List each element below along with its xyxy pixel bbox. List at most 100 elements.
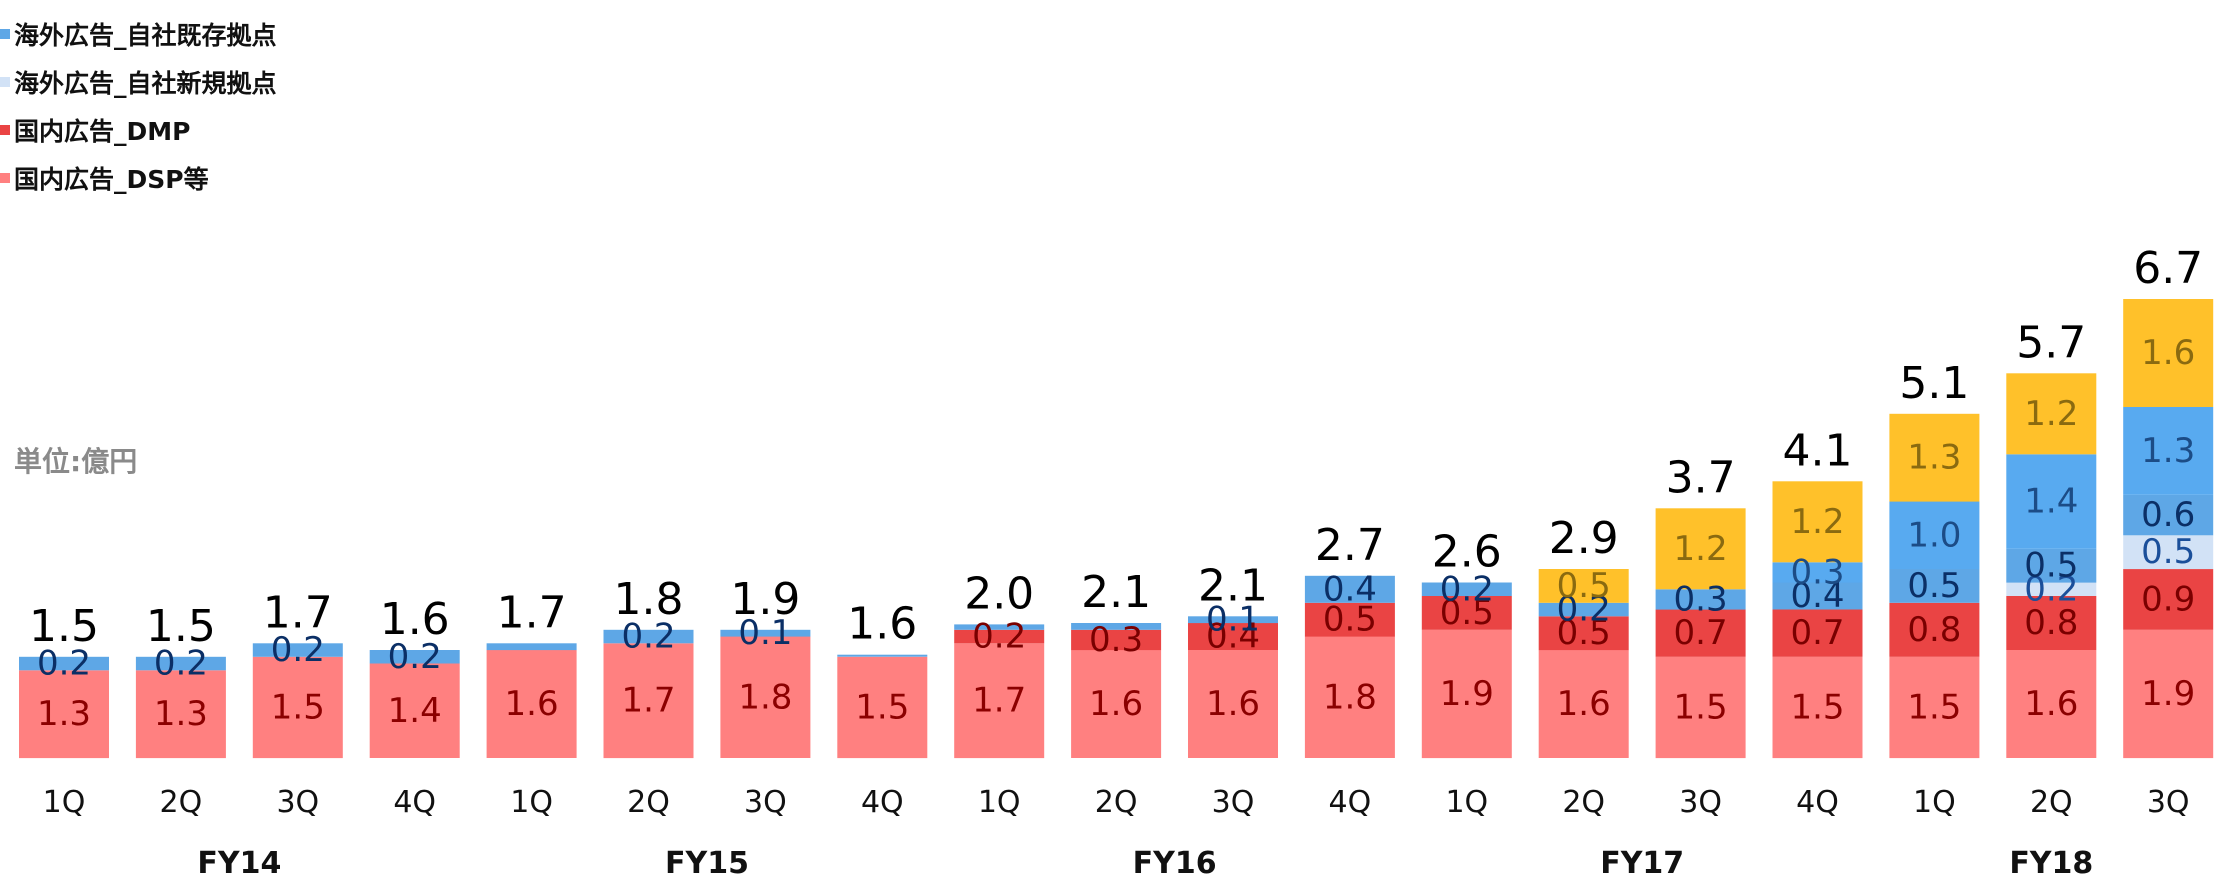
- bar-segment-existing: [1421, 582, 1512, 596]
- x-tick-label: 3Q: [1212, 785, 1255, 820]
- segment-label: 1.3: [1907, 438, 1961, 478]
- bar-segment-dmp: [1421, 596, 1512, 630]
- bar-segment-dmp: [1304, 602, 1395, 637]
- segment-label: 1.0: [1907, 515, 1961, 555]
- legend-swatch: [0, 125, 10, 135]
- segment-label: 0.2: [1440, 569, 1494, 609]
- bar-segment-dsp: [1304, 636, 1395, 758]
- segment-label: 0.5: [1557, 613, 1611, 653]
- x-tick-label: 3Q: [744, 785, 787, 820]
- segment-label: 1.6: [1206, 684, 1260, 724]
- segment-label: 1.5: [1674, 687, 1728, 727]
- x-tick-label: 3Q: [276, 785, 319, 820]
- segment-label: 1.5: [271, 687, 325, 727]
- segment-label: 1.3: [37, 694, 91, 734]
- bar-segment-existing: [135, 656, 226, 671]
- segment-label: 1.9: [2141, 674, 2195, 714]
- bar-segment-dmp: [954, 629, 1045, 644]
- total-label: 1.6: [380, 594, 450, 645]
- bar-segment-existing: [19, 656, 109, 671]
- legend-swatch: [0, 29, 10, 39]
- bar-segment-dmp: [1071, 629, 1162, 651]
- total-label: 1.9: [730, 574, 800, 625]
- bar-segment-dsp: [837, 656, 928, 759]
- segment-label: 0.2: [621, 617, 675, 657]
- segment-label: 0.2: [271, 630, 325, 670]
- bar-segment-existing: [1188, 616, 1278, 624]
- segment-label: 0.3: [1790, 552, 1844, 592]
- segment-label: 0.7: [1674, 613, 1728, 653]
- legend-label: 海外広告_自社新規拠点: [14, 69, 277, 98]
- segment-label: 0.1: [738, 613, 792, 653]
- bar-segment-dsp: [1655, 656, 1746, 759]
- x-tick-label: 1Q: [1445, 785, 1488, 820]
- x-tick-label: 4Q: [1329, 785, 1372, 820]
- bar-segment-dsp: [1889, 656, 1980, 759]
- segment-label: 1.6: [505, 684, 559, 724]
- bar-segment-dmp: [1655, 609, 1746, 657]
- bar-segment-extra_blue: [1772, 562, 1863, 583]
- bar-segment-existing: [1304, 575, 1395, 603]
- bar-segment-yellow: [1772, 481, 1863, 563]
- segment-label: 1.6: [1557, 684, 1611, 724]
- total-label: 1.7: [497, 587, 567, 638]
- segment-label: 1.3: [2141, 431, 2195, 471]
- segment-label: 0.5: [1907, 566, 1961, 606]
- segment-label: 0.4: [1323, 569, 1377, 609]
- x-tick-label: 2Q: [1562, 785, 1605, 820]
- total-label: 1.5: [29, 601, 99, 652]
- segment-label: 0.4: [1790, 576, 1844, 616]
- segment-label: 1.7: [621, 681, 675, 721]
- bar-segment-dsp: [603, 643, 694, 759]
- bar-segment-dsp: [1538, 650, 1629, 758]
- bar-segment-dmp: [2123, 569, 2214, 630]
- segment-label: 0.2: [154, 644, 208, 684]
- fiscal-year-label: FY18: [2009, 846, 2093, 881]
- x-tick-label: 1Q: [1913, 785, 1956, 820]
- total-label: 1.5: [146, 601, 216, 652]
- x-tick-label: 4Q: [1796, 785, 1839, 820]
- x-tick-label: 4Q: [861, 785, 904, 820]
- legend-label: 国内広告_DSP等: [14, 165, 209, 194]
- bar-segment-existing: [603, 629, 694, 644]
- bar-segment-existing: [1655, 589, 1746, 610]
- total-label: 2.0: [964, 568, 1034, 619]
- bar-segment-dsp: [486, 650, 577, 758]
- total-label: 1.7: [263, 587, 333, 638]
- segment-label: 1.2: [2024, 394, 2078, 434]
- total-label: 1.8: [614, 574, 684, 625]
- segment-label: 0.1: [1206, 600, 1260, 640]
- fiscal-year-label: FY17: [1600, 846, 1684, 881]
- x-tick-label: 2Q: [627, 785, 670, 820]
- segment-label: 1.2: [1674, 529, 1728, 569]
- bar-segment-yellow: [2006, 373, 2097, 455]
- segment-label: 0.3: [1089, 620, 1143, 660]
- bar-segment-extra_blue: [2123, 407, 2214, 495]
- segment-label: 1.6: [1089, 684, 1143, 724]
- segment-label: 0.6: [2141, 495, 2195, 535]
- total-label: 2.7: [1315, 520, 1385, 571]
- segment-label: 1.9: [1440, 674, 1494, 714]
- segment-label: 0.5: [2141, 532, 2195, 572]
- segment-label: 1.3: [154, 694, 208, 734]
- legend-label: 海外広告_自社既存拠点: [14, 21, 277, 50]
- legend-swatch: [0, 173, 10, 183]
- bar-segment-dsp: [369, 663, 460, 758]
- segment-label: 0.2: [388, 637, 442, 677]
- bar-segment-dsp: [2006, 650, 2097, 758]
- bar-segment-existing: [2006, 548, 2097, 583]
- segment-label: 1.4: [2024, 482, 2078, 522]
- unit-label: 単位:億円: [14, 445, 138, 478]
- bar-segment-new: [2006, 582, 2097, 596]
- total-label: 2.1: [1198, 560, 1268, 611]
- bar-segment-existing: [1071, 623, 1162, 630]
- total-label: 2.9: [1549, 513, 1619, 564]
- x-tick-label: 2Q: [1095, 785, 1138, 820]
- segment-label: 0.2: [37, 644, 91, 684]
- fiscal-year-label: FY15: [665, 846, 749, 881]
- bar-segment-dsp: [1071, 650, 1162, 758]
- bars: [19, 299, 2214, 759]
- segment-label: 1.5: [1907, 687, 1961, 727]
- segment-label: 1.5: [1790, 687, 1844, 727]
